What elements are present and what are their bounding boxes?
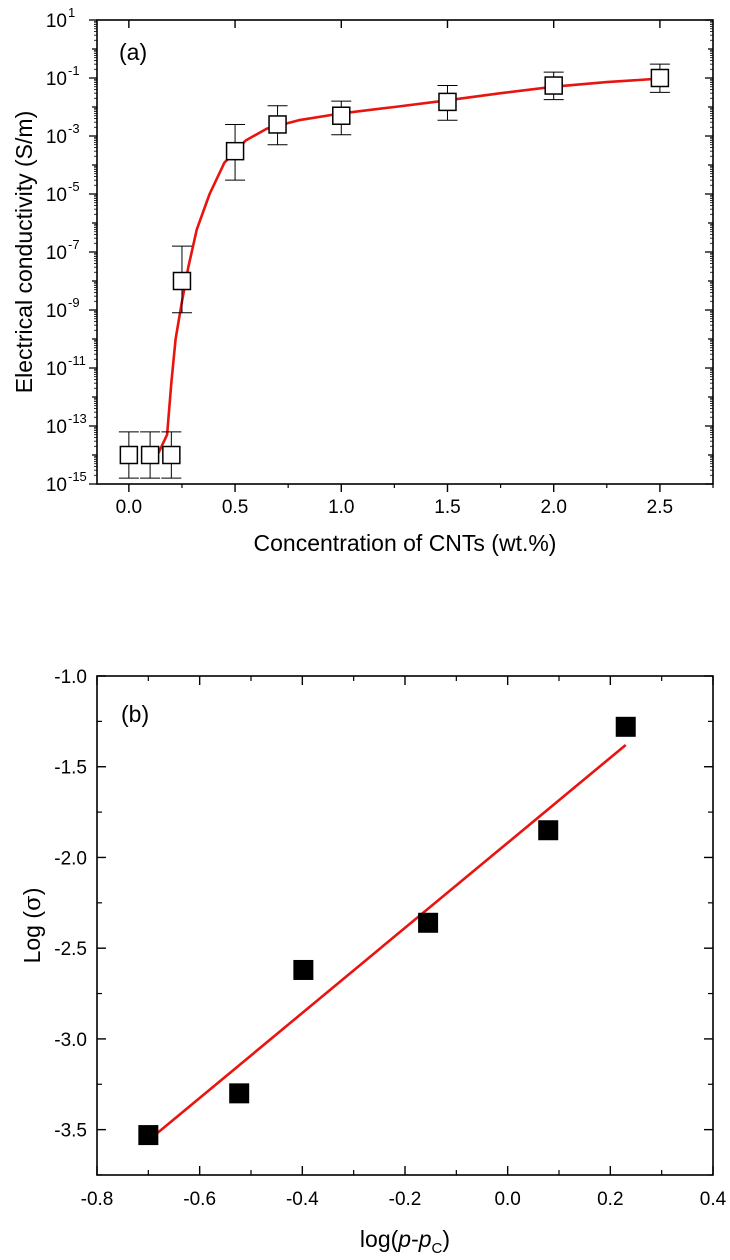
y-tick-label-a: 10 [46,69,67,90]
y-tick-label-b: -2.0 [54,848,87,869]
y-tick-label-b: -3.5 [54,1121,87,1142]
y-tick-exponent-a: 1 [68,5,75,20]
plot-frame-a [96,19,714,485]
panel-b: -0.8 -0.6 -0.4 -0.2 0.0 0.2 0.4 -1.0 -1.5 -2.0 -2.… [19,667,727,1257]
y-tick-exponent-a: -9 [68,295,80,310]
data-point-a [225,123,246,181]
plot-area-a [118,63,670,479]
x-tick-label-b: 0.4 [700,1189,727,1210]
y-tick-label-a: 10 [46,127,67,148]
y-tick-exponent-a: -15 [68,469,87,484]
data-point-a [171,245,192,314]
data-point-a [649,63,670,93]
x-tick-label-b: 0.2 [597,1189,623,1210]
y-tick-label-b: -1.5 [54,758,87,779]
data-point-a [331,100,352,136]
y-tick-label-a: 10 [46,359,67,380]
tick-labels-b: -0.8 -0.6 -0.4 -0.2 0.0 0.2 0.4 -1.0 -1.5 -2.0 -2.… [54,667,726,1210]
marker-open-square [544,76,563,95]
marker-filled-square [138,1125,159,1146]
data-point-a [437,85,458,121]
marker-filled-square [229,1083,250,1104]
y-tick-label-b: -3.0 [54,1030,87,1051]
data-point-a [118,431,139,479]
y-tick-label-a: 10 [46,301,67,322]
x-tick-label-a: 0.0 [116,497,142,518]
panel-label-a: (a) [119,39,147,65]
y-tick-label-a: 10 [46,243,67,264]
x-tick-label-b: -0.2 [389,1189,422,1210]
y-tick-exponent-a: -7 [68,237,80,252]
x-tick-label-b: -0.8 [81,1189,114,1210]
marker-open-square [268,115,287,134]
marker-filled-square [418,912,439,933]
y-tick-exponent-a: -1 [68,63,80,78]
y-tick-exponent-a: -5 [68,179,80,194]
y-tick-label-a: 10 [46,11,67,32]
marker-open-square [162,445,181,465]
data-point-a [267,105,288,146]
y-tick-exponent-a: -11 [68,353,86,368]
marker-open-square [650,68,670,88]
marker-open-square [225,141,245,161]
x-tick-label-a: 0.5 [222,497,248,518]
x-tick-label-a: 1.5 [434,497,460,518]
panel-label-b: (b) [121,701,149,727]
marker-open-square [172,271,192,291]
y-tick-label-b: -1.0 [54,667,87,688]
marker-open-square [332,106,351,125]
x-axis-title-b: log(p-pC) [360,1226,450,1257]
marker-filled-square [293,959,314,980]
marker-open-square [140,445,160,465]
x-tick-label-a: 2.0 [540,497,566,518]
marker-filled-square [538,820,559,841]
marker-filled-square [615,716,636,737]
x-tick-label-b: -0.6 [183,1189,216,1210]
x-tick-label-b: 0.0 [494,1189,520,1210]
y-tick-label-b: -2.5 [54,939,87,960]
y-tick-label-a: 10 [46,475,67,496]
marker-open-square [438,92,457,112]
plot-area-b [138,716,636,1146]
y-tick-label-a: 10 [46,417,67,438]
fit-curve-a [149,77,660,457]
data-point-a [543,71,564,101]
axis-ticks-b [96,675,714,1176]
y-axis-title-a: Electrical conductivity (S/m) [11,111,37,393]
data-point-a [161,431,182,479]
axis-ticks-a [89,19,714,492]
x-tick-label-a: 1.0 [328,497,354,518]
y-axis-title-b: Log (σ) [19,888,46,964]
fit-line-b [147,743,627,1142]
y-tick-exponent-a: -3 [68,121,80,136]
y-tick-label-a: 10 [46,185,67,206]
x-tick-label-a: 2.5 [647,497,673,518]
marker-open-square [119,445,139,465]
data-point-a [140,431,161,479]
x-axis-title-a: Concentration of CNTs (wt.%) [254,530,557,556]
y-tick-exponent-a: -13 [68,411,87,426]
x-tick-label-b: -0.4 [286,1189,319,1210]
